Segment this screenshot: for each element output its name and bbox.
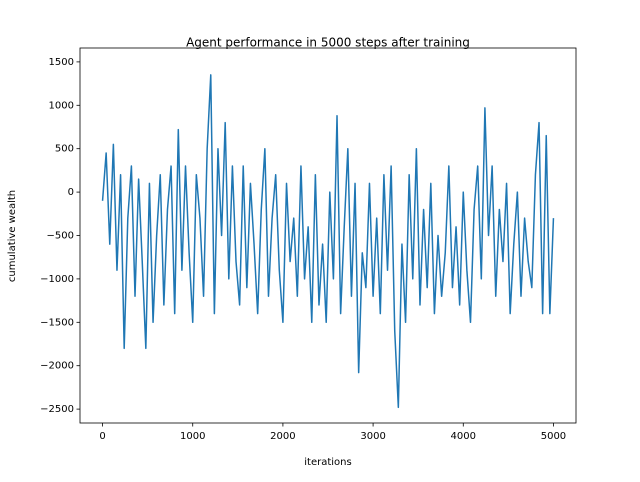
y-tick-label: −1500 [40,317,74,328]
x-tick-label: 4000 [451,431,476,442]
y-axis-label: cumulative wealth [7,190,18,282]
x-tick-label: 2000 [270,431,295,442]
y-tick-label: 1000 [49,100,74,111]
plot-frame [79,47,577,424]
y-tick-label: 0 [68,187,74,198]
y-tick-label: −500 [47,231,74,242]
y-tick-label: −1000 [40,274,74,285]
x-axis-label: iterations [304,457,351,468]
x-tick-label: 5000 [541,431,566,442]
y-tick-label: 1500 [49,57,74,68]
y-tick-label: −2500 [40,404,74,415]
x-tick-label: 0 [99,431,105,442]
data-line [101,74,555,409]
y-tick-label: −2000 [40,361,74,372]
x-tick-label: 1000 [180,431,205,442]
y-tick-label: 500 [55,144,74,155]
x-tick-label: 3000 [360,431,385,442]
chart-title: Agent performance in 5000 steps after tr… [186,36,470,50]
